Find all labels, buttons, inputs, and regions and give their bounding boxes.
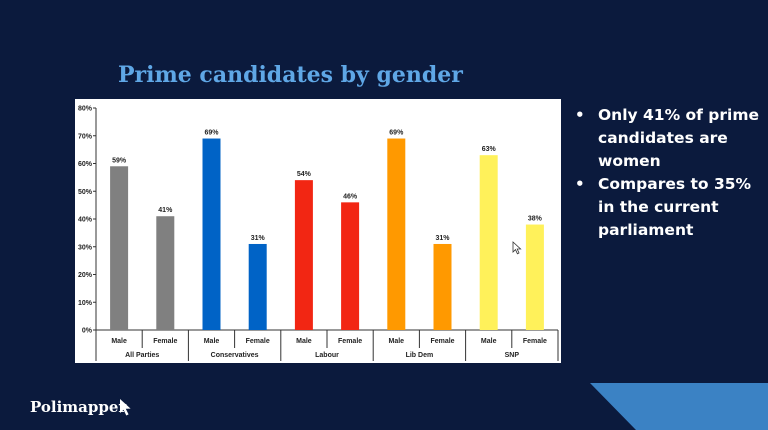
bar-value-label: 59% xyxy=(112,157,127,164)
bar xyxy=(433,243,452,330)
x-tick-label: Female xyxy=(430,338,454,345)
x-tick-label: Male xyxy=(389,338,405,345)
y-tick-label: 20% xyxy=(78,272,93,279)
x-group-label: All Parties xyxy=(125,352,159,359)
mouse-cursor-icon xyxy=(512,241,522,255)
bar xyxy=(110,166,129,330)
y-tick-label: 60% xyxy=(78,161,93,168)
x-group-label: SNP xyxy=(505,352,520,359)
x-tick-label: Female xyxy=(246,338,270,345)
y-tick-label: 30% xyxy=(78,244,93,251)
bar-value-label: 69% xyxy=(204,130,219,137)
bar-value-label: 31% xyxy=(435,235,450,242)
cursor-arrow-icon xyxy=(120,399,131,416)
bar xyxy=(248,243,267,330)
x-tick-label: Female xyxy=(523,338,547,345)
bullet-item: Compares to 35% in the current parliamen… xyxy=(572,173,762,242)
corner-accent-shape xyxy=(590,383,768,430)
x-tick-label: Male xyxy=(204,338,220,345)
bullet-item: Only 41% of prime candidates are women xyxy=(572,104,762,173)
x-group-label: Labour xyxy=(315,352,339,359)
bar-value-label: 38% xyxy=(528,216,543,223)
x-tick-label: Male xyxy=(481,338,497,345)
bar xyxy=(525,224,544,330)
bar-value-label: 41% xyxy=(158,207,173,214)
bar-chart: 0% 10% 20% 30% 40% 50% 60% 70% 80% 59% Male 41% Fema… xyxy=(78,106,559,361)
bar xyxy=(202,138,221,330)
bar-value-label: 63% xyxy=(482,146,497,153)
x-tick-label: Female xyxy=(338,338,362,345)
x-tick-label: Male xyxy=(296,338,312,345)
bar xyxy=(294,180,313,330)
y-tick-label: 40% xyxy=(78,217,93,224)
bar xyxy=(156,216,175,330)
x-tick-label: Male xyxy=(111,338,127,345)
bar xyxy=(341,202,360,330)
x-group-label: Lib Dem xyxy=(406,352,434,359)
x-tick-label: Female xyxy=(153,338,177,345)
slide-title: Prime candidates by gender xyxy=(118,62,463,88)
bar-value-label: 54% xyxy=(297,171,312,178)
bar-value-label: 46% xyxy=(343,193,358,200)
y-tick-label: 0% xyxy=(82,328,93,335)
bar-value-label: 69% xyxy=(389,130,404,137)
x-group-label: Conservatives xyxy=(211,352,259,359)
bar-value-label: 31% xyxy=(251,235,266,242)
corner-accent-polygon xyxy=(590,383,768,430)
bar xyxy=(387,138,406,330)
y-tick-label: 50% xyxy=(78,189,93,196)
bullet-list: Only 41% of prime candidates are women C… xyxy=(572,104,762,242)
y-tick-label: 10% xyxy=(78,300,93,307)
y-tick-label: 70% xyxy=(78,133,93,140)
bar xyxy=(479,155,498,330)
y-tick-label: 80% xyxy=(78,106,93,113)
chart-panel: 0% 10% 20% 30% 40% 50% 60% 70% 80% 59% Male 41% Fema… xyxy=(75,99,561,363)
polimapper-logo: Polimapper xyxy=(30,398,127,416)
